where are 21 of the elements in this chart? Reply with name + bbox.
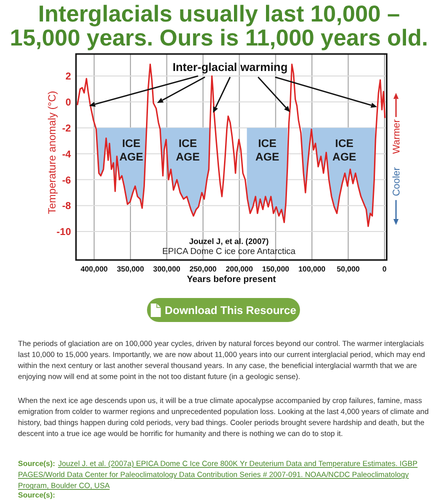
- band-label: ICE AGE: [176, 138, 200, 164]
- y-tick-label: -2: [62, 123, 72, 134]
- band-label: ICE AGE: [119, 138, 144, 164]
- text: Download This Resource: [164, 305, 296, 317]
- band-label: ICE AGE: [255, 138, 280, 164]
- y-tick-label: -8: [62, 201, 72, 212]
- annotation: Jouzel J, et al. (2007): [189, 236, 269, 246]
- y-tick-label: 0: [65, 98, 72, 109]
- band-label: ICE AGE: [332, 138, 356, 164]
- annotation: Inter-glacial warming: [172, 62, 288, 74]
- y-tick-label: -10: [56, 227, 72, 238]
- y-tick-label: -4: [62, 149, 72, 160]
- annotation: EPICA Dome C ice core Antarctica: [162, 246, 296, 256]
- y-axis-title: Temperature anomaly (°C): [46, 90, 58, 214]
- y-tick-label: -6: [62, 175, 72, 186]
- line-series: [76, 64, 386, 228]
- chart-title: Interglacials usually last 10,000 – 15,000 years. Ours is 11,000 years old.: [10, 0, 428, 50]
- text: Warmer: [391, 118, 402, 154]
- x-axis-title: Years before present: [186, 274, 276, 284]
- y-tick-label: 2: [65, 72, 72, 83]
- text: Cooler: [391, 166, 402, 196]
